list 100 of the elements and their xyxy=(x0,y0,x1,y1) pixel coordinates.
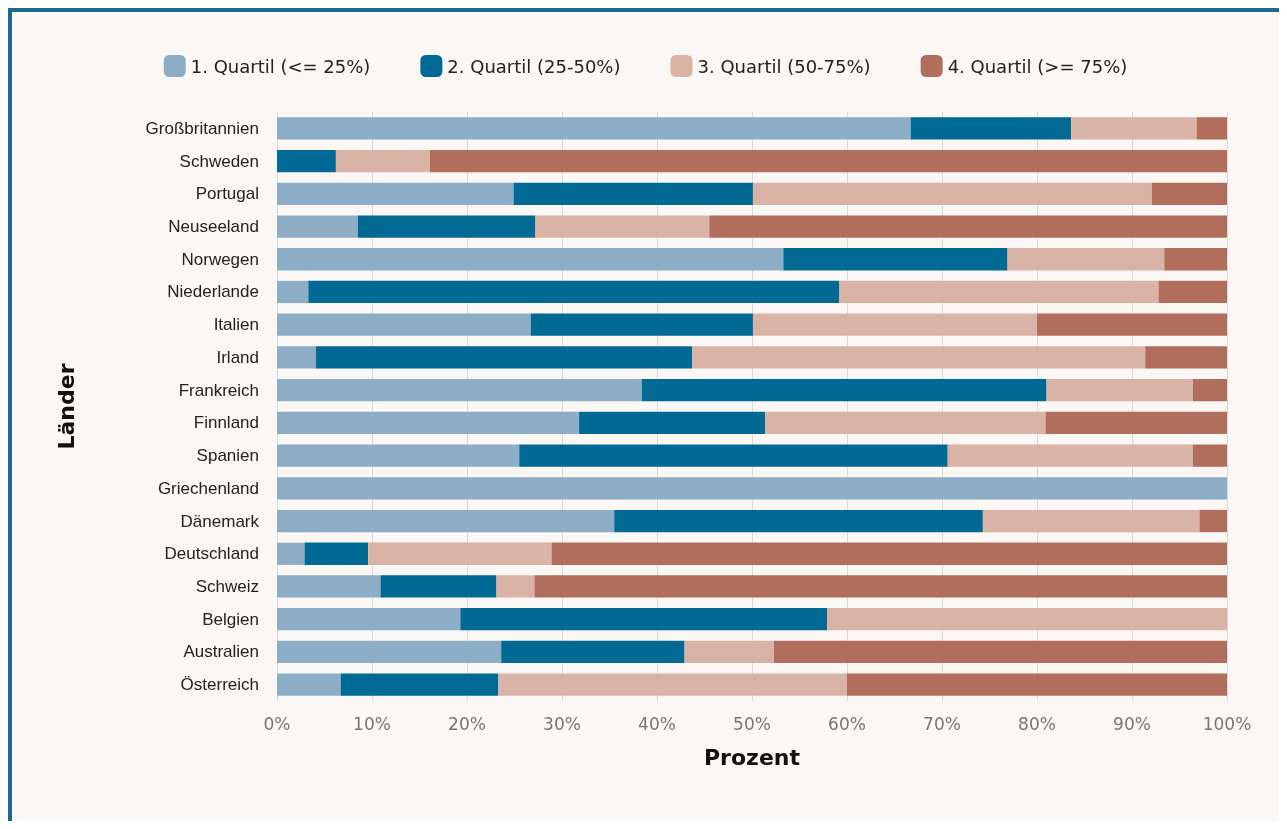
bar xyxy=(1151,182,1227,205)
bar xyxy=(827,608,1227,631)
legend-label: 2. Quartil (25-50%) xyxy=(447,55,621,77)
x-tick-label: 80% xyxy=(1018,713,1056,734)
legend-label: 4. Quartil (>= 75%) xyxy=(947,55,1128,77)
bar xyxy=(277,575,381,598)
bar xyxy=(304,542,369,565)
bar xyxy=(535,215,710,238)
bar xyxy=(947,444,1193,467)
x-tick-label: 90% xyxy=(1113,713,1151,734)
bar xyxy=(277,313,531,336)
x-tick-label: 70% xyxy=(923,713,961,734)
bar xyxy=(277,117,911,140)
y-tick-label: Frankreich xyxy=(178,380,259,400)
bar xyxy=(1046,379,1193,402)
bar xyxy=(315,346,693,369)
bar xyxy=(1071,117,1197,140)
bar xyxy=(340,673,499,696)
bar xyxy=(684,640,774,664)
bar xyxy=(277,542,305,565)
y-tick-label: Österreich xyxy=(180,675,259,695)
y-tick-label: Belgien xyxy=(202,609,259,629)
bar xyxy=(498,673,847,696)
y-tick-label: Dänemark xyxy=(180,511,260,531)
bar xyxy=(335,149,430,173)
bar xyxy=(1199,509,1227,533)
legend-label: 1. Quartil (<= 25%) xyxy=(190,55,371,77)
y-tick-label: Italien xyxy=(213,315,259,335)
bar xyxy=(1045,411,1227,434)
bar xyxy=(1145,346,1227,369)
bar xyxy=(277,215,358,238)
bar xyxy=(277,444,520,467)
bar xyxy=(277,280,309,304)
bar xyxy=(519,444,948,467)
bar xyxy=(277,640,502,664)
bar xyxy=(579,411,766,434)
legend-label: 3. Quartil (50-75%) xyxy=(697,55,871,77)
bar xyxy=(1037,313,1227,336)
bar xyxy=(614,509,983,533)
bar xyxy=(534,575,1227,598)
y-tick-label: Finnland xyxy=(193,413,259,433)
bar xyxy=(982,509,1200,533)
bar xyxy=(839,280,1159,304)
bar xyxy=(368,542,552,565)
bar xyxy=(1196,117,1227,140)
bar xyxy=(277,346,316,369)
x-tick-label: 50% xyxy=(733,713,771,734)
bar xyxy=(277,509,615,533)
bar xyxy=(847,673,1227,696)
x-tick-label: 20% xyxy=(448,713,486,734)
bar xyxy=(277,248,784,271)
bar xyxy=(1007,248,1165,271)
x-tick-label: 40% xyxy=(638,713,676,734)
bar xyxy=(308,280,840,304)
y-tick-label: Niederlande xyxy=(167,282,259,302)
bar xyxy=(692,346,1146,369)
bar xyxy=(773,640,1227,664)
bar xyxy=(429,149,1227,173)
bar xyxy=(460,608,828,631)
x-tick-label: 10% xyxy=(353,713,391,734)
x-tick-label: 60% xyxy=(828,713,866,734)
bar xyxy=(277,149,336,173)
y-tick-label: Portugal xyxy=(195,184,259,204)
bar xyxy=(1192,444,1227,467)
y-tick-label: Deutschland xyxy=(164,544,259,564)
bar xyxy=(277,182,514,205)
y-tick-label: Norwegen xyxy=(181,249,259,269)
bar xyxy=(551,542,1227,565)
bar xyxy=(513,182,753,205)
y-tick-label: Australien xyxy=(183,642,259,662)
bar xyxy=(709,215,1227,238)
bar xyxy=(357,215,536,238)
x-tick-label: 0% xyxy=(263,713,291,734)
bar xyxy=(765,411,1046,434)
bar xyxy=(530,313,753,336)
bar xyxy=(783,248,1008,271)
bar xyxy=(277,608,461,631)
y-tick-label: Großbritannien xyxy=(145,118,259,138)
bar xyxy=(1192,379,1227,402)
bar xyxy=(277,673,341,696)
bar xyxy=(752,182,1152,205)
bar xyxy=(641,379,1047,402)
bar xyxy=(501,640,685,664)
x-tick-label: 100% xyxy=(1202,713,1252,734)
y-axis-title: Länder xyxy=(53,363,79,450)
bar xyxy=(277,379,642,402)
y-tick-label: Neuseeland xyxy=(168,217,259,237)
bar xyxy=(496,575,535,598)
bar xyxy=(910,117,1072,140)
bar xyxy=(1158,280,1227,304)
bar xyxy=(752,313,1037,336)
x-tick-label: 30% xyxy=(543,713,581,734)
y-tick-label: Schweiz xyxy=(195,576,259,596)
y-tick-label: Griechenland xyxy=(157,478,259,498)
bar xyxy=(380,575,497,598)
bar xyxy=(277,411,580,434)
y-tick-label: Irland xyxy=(216,347,259,367)
y-tick-label: Spanien xyxy=(196,446,259,466)
bar xyxy=(1164,248,1227,271)
bar xyxy=(277,477,1227,500)
